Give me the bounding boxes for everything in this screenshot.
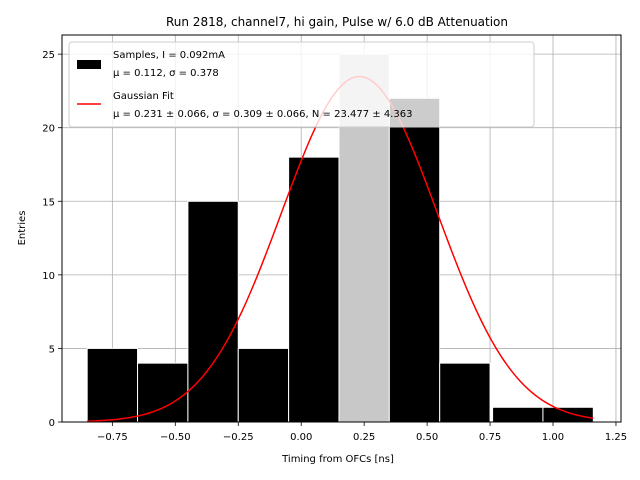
legend-box [68, 41, 535, 128]
legend-swatch-samples [77, 60, 101, 69]
legend-stats-fit: μ = 0.231 ± 0.066, σ = 0.309 ± 0.066, N … [113, 109, 412, 120]
x-tick-label: 0.25 [353, 432, 375, 443]
x-tick-label: 1.25 [605, 432, 627, 443]
histogram-bar [86, 347, 139, 423]
histogram-bar [388, 97, 441, 423]
legend: Samples, I = 0.092mA μ = 0.112, σ = 0.37… [68, 41, 535, 128]
x-tick-label: 1.00 [542, 432, 564, 443]
chart-title: Run 2818, channel7, hi gain, Pulse w/ 6.… [166, 15, 508, 29]
x-axis-label: Timing from OFCs [ns] [281, 454, 394, 465]
y-tick-label: 20 [42, 124, 55, 135]
histogram-bar [137, 362, 189, 423]
histogram-bar [492, 406, 544, 423]
y-tick-label: 5 [49, 344, 55, 355]
y-tick-label: 10 [42, 271, 55, 282]
histogram-bar [439, 362, 491, 423]
legend-label-samples: Samples, I = 0.092mA [113, 50, 225, 61]
x-tick-label: 0.75 [479, 432, 501, 443]
y-tick-label: 25 [42, 50, 55, 61]
x-tick-label: 0.00 [290, 432, 312, 443]
x-tick-label: −0.25 [223, 432, 254, 443]
x-tick-label: −0.75 [97, 432, 128, 443]
histogram-bar [237, 347, 290, 423]
axis-ticks: −0.75 −0.50 −0.25 0.00 0.25 0.50 0.75 1.00 1.25 0… [42, 50, 627, 443]
histogram-bar [542, 406, 594, 423]
y-tick-label: 0 [49, 418, 55, 429]
plot-frame [61, 34, 622, 423]
x-tick-label: 0.50 [416, 432, 438, 443]
x-tick-label: −0.50 [160, 432, 191, 443]
y-tick-label: 15 [42, 197, 55, 208]
histogram-bar [187, 200, 239, 423]
legend-label-fit: Gaussian Fit [113, 91, 174, 102]
legend-stats-samples: μ = 0.112, σ = 0.378 [113, 68, 219, 79]
y-axis-label: Entries [17, 211, 28, 246]
histogram-bar [288, 156, 340, 423]
